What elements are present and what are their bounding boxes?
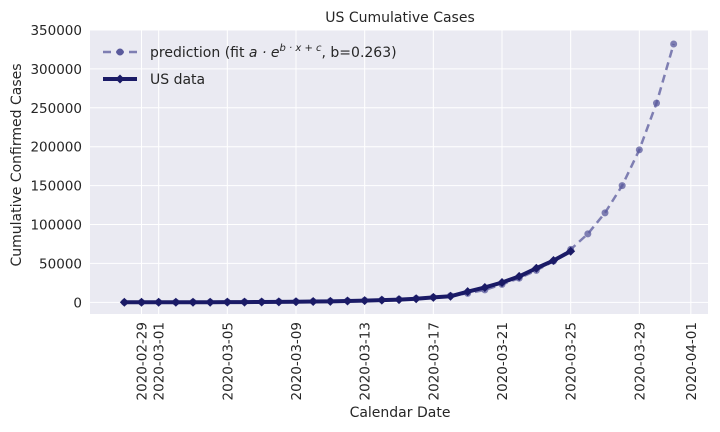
chart-title: US Cumulative Cases	[325, 10, 475, 26]
y-tick-labels: 0 50000 100000 150000 200000 250000 300000 3500…	[30, 23, 82, 311]
us-data-point	[446, 291, 455, 301]
plot-background	[90, 30, 708, 314]
y-tick-label: 300000	[30, 62, 82, 78]
x-tick-label: 2020-03-17	[426, 322, 442, 400]
legend-prediction-math: a · e	[249, 45, 280, 61]
y-tick-label: 350000	[30, 23, 82, 39]
us-data-point	[377, 295, 387, 305]
legend: prediction (fit a · eb · x + c, b=0.263)…	[103, 43, 397, 88]
us-data-point	[411, 294, 421, 304]
legend-prediction-superscript: b · x + c	[279, 43, 322, 54]
us-data-point	[291, 297, 301, 307]
legend-marker-prediction	[116, 48, 124, 56]
series-layer	[119, 40, 678, 307]
prediction-point	[653, 99, 660, 107]
y-axis-label: Cumulative Confirmed Cases	[9, 63, 25, 266]
us-data-point	[240, 297, 249, 307]
x-tick-label: 2020-03-05	[220, 322, 236, 400]
legend-label-prediction: prediction (fit a · eb · x + c, b=0.263)	[150, 43, 397, 61]
legend-marker-us-data	[115, 74, 125, 84]
x-tick-label: 2020-03-29	[632, 322, 648, 400]
x-tick-label: 2020-03-13	[358, 322, 374, 400]
us-data-point	[119, 297, 129, 307]
us-data-point	[257, 297, 267, 307]
x-tick-label: 2020-03-01	[152, 322, 168, 400]
us-data-point	[531, 263, 541, 273]
us-data-point	[205, 297, 215, 307]
x-tick-label: 2020-03-25	[564, 322, 580, 400]
us-data-point	[566, 246, 576, 256]
prediction-point	[584, 230, 592, 238]
prediction-point	[601, 209, 609, 217]
us-data-point	[308, 297, 318, 307]
x-tick-label: 2020-03-09	[289, 322, 305, 400]
us-data-point	[325, 296, 335, 306]
prediction-point	[618, 182, 626, 190]
y-tick-label: 50000	[39, 256, 82, 272]
legend-prediction-suffix: , b=0.263)	[322, 45, 397, 61]
y-tick-label: 250000	[30, 101, 82, 117]
grid	[90, 29, 708, 314]
us-data-point	[514, 271, 524, 281]
us-data-point	[137, 297, 146, 307]
us-data-point	[394, 295, 404, 305]
legend-prediction-prefix: prediction (fit	[150, 45, 249, 61]
us-data-point	[480, 282, 490, 292]
us-data-point	[549, 256, 558, 266]
us-data-point	[222, 297, 232, 307]
x-tick-label: 2020-02-29	[135, 322, 151, 400]
y-tick-label: 200000	[30, 140, 82, 156]
us-data-point	[171, 297, 181, 307]
x-tick-label: 2020-03-21	[495, 322, 511, 400]
prediction-point	[670, 40, 678, 48]
y-tick-label: 100000	[30, 218, 82, 234]
x-tick-labels: 2020-02-29 2020-03-01 2020-03-05 2020-03-09…	[135, 322, 700, 400]
y-tick-label: 150000	[30, 179, 82, 195]
us-data-point	[428, 292, 438, 302]
us-data-point	[463, 287, 473, 297]
us-data-point	[343, 296, 352, 306]
x-axis-label: Calendar Date	[350, 405, 451, 421]
prediction-point	[635, 146, 643, 154]
us-data-point	[154, 297, 164, 307]
us-data-point	[274, 297, 284, 307]
us-data-point	[360, 296, 370, 306]
legend-label-us-data: US data	[150, 72, 205, 88]
us-data-point	[497, 277, 507, 287]
us-data-point	[188, 297, 198, 307]
x-tick-label: 2020-04-01	[684, 322, 700, 400]
y-tick-label: 0	[73, 295, 82, 311]
